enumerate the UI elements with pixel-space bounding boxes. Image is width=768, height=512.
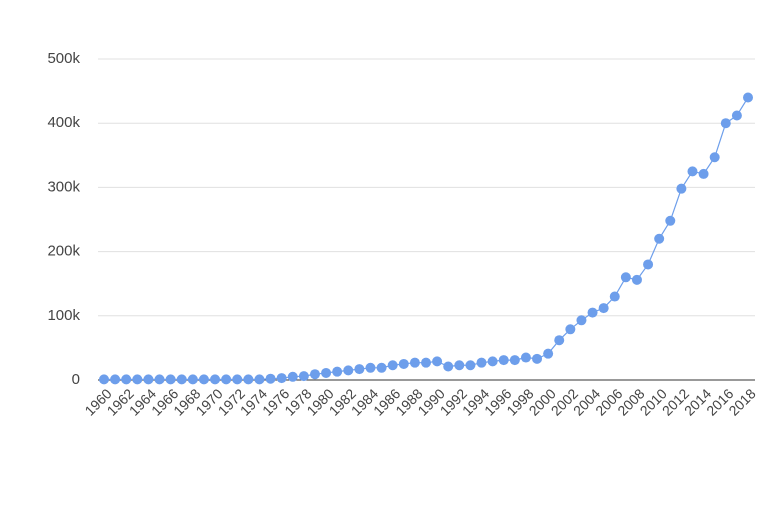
point [99,374,109,385]
point [165,374,176,385]
x-tick-label: 2018 [725,385,758,418]
y-tick-label: 100k [47,307,80,324]
point [620,272,631,283]
point [332,366,343,377]
point [509,355,520,366]
point [143,374,154,385]
point [154,374,165,385]
point [276,373,287,384]
y-tick-label: 400k [47,114,80,131]
point [443,361,454,372]
point [232,374,243,385]
point [243,374,254,385]
point [476,357,487,368]
point [598,303,609,314]
point [343,365,354,376]
point [132,374,143,385]
point [365,362,376,373]
point [176,374,187,385]
point [520,352,531,363]
point [731,110,742,121]
point [298,371,309,382]
y-tick-label: 500k [47,50,80,67]
point [321,367,332,378]
point [698,168,709,179]
point [532,353,543,364]
point [720,118,731,129]
point [465,360,476,371]
point [554,335,565,346]
point [309,369,320,380]
point [198,374,209,385]
point [487,356,498,367]
point [376,362,387,373]
point [454,360,465,371]
point [587,307,598,318]
point [121,374,132,385]
point [665,215,676,226]
point [643,259,654,270]
point [498,355,509,366]
point [709,152,720,163]
point [654,233,665,244]
point [187,374,198,385]
point [265,373,276,384]
point [387,360,398,371]
point [543,348,554,359]
point [409,357,420,368]
series-line [104,97,749,380]
y-tick-label: 300k [47,178,80,195]
point [354,364,365,375]
point [432,356,443,367]
point [110,374,121,385]
point [254,374,265,385]
point [221,374,232,385]
point [609,291,620,302]
point [676,183,687,194]
point [631,274,642,285]
point [743,92,753,103]
point [576,315,587,326]
y-tick-label: 200k [47,243,80,260]
y-tick-label: 0 [72,371,80,388]
point [687,166,698,177]
point [287,371,298,382]
point [421,357,431,368]
point [210,374,221,385]
point [565,324,576,335]
point [398,358,409,369]
